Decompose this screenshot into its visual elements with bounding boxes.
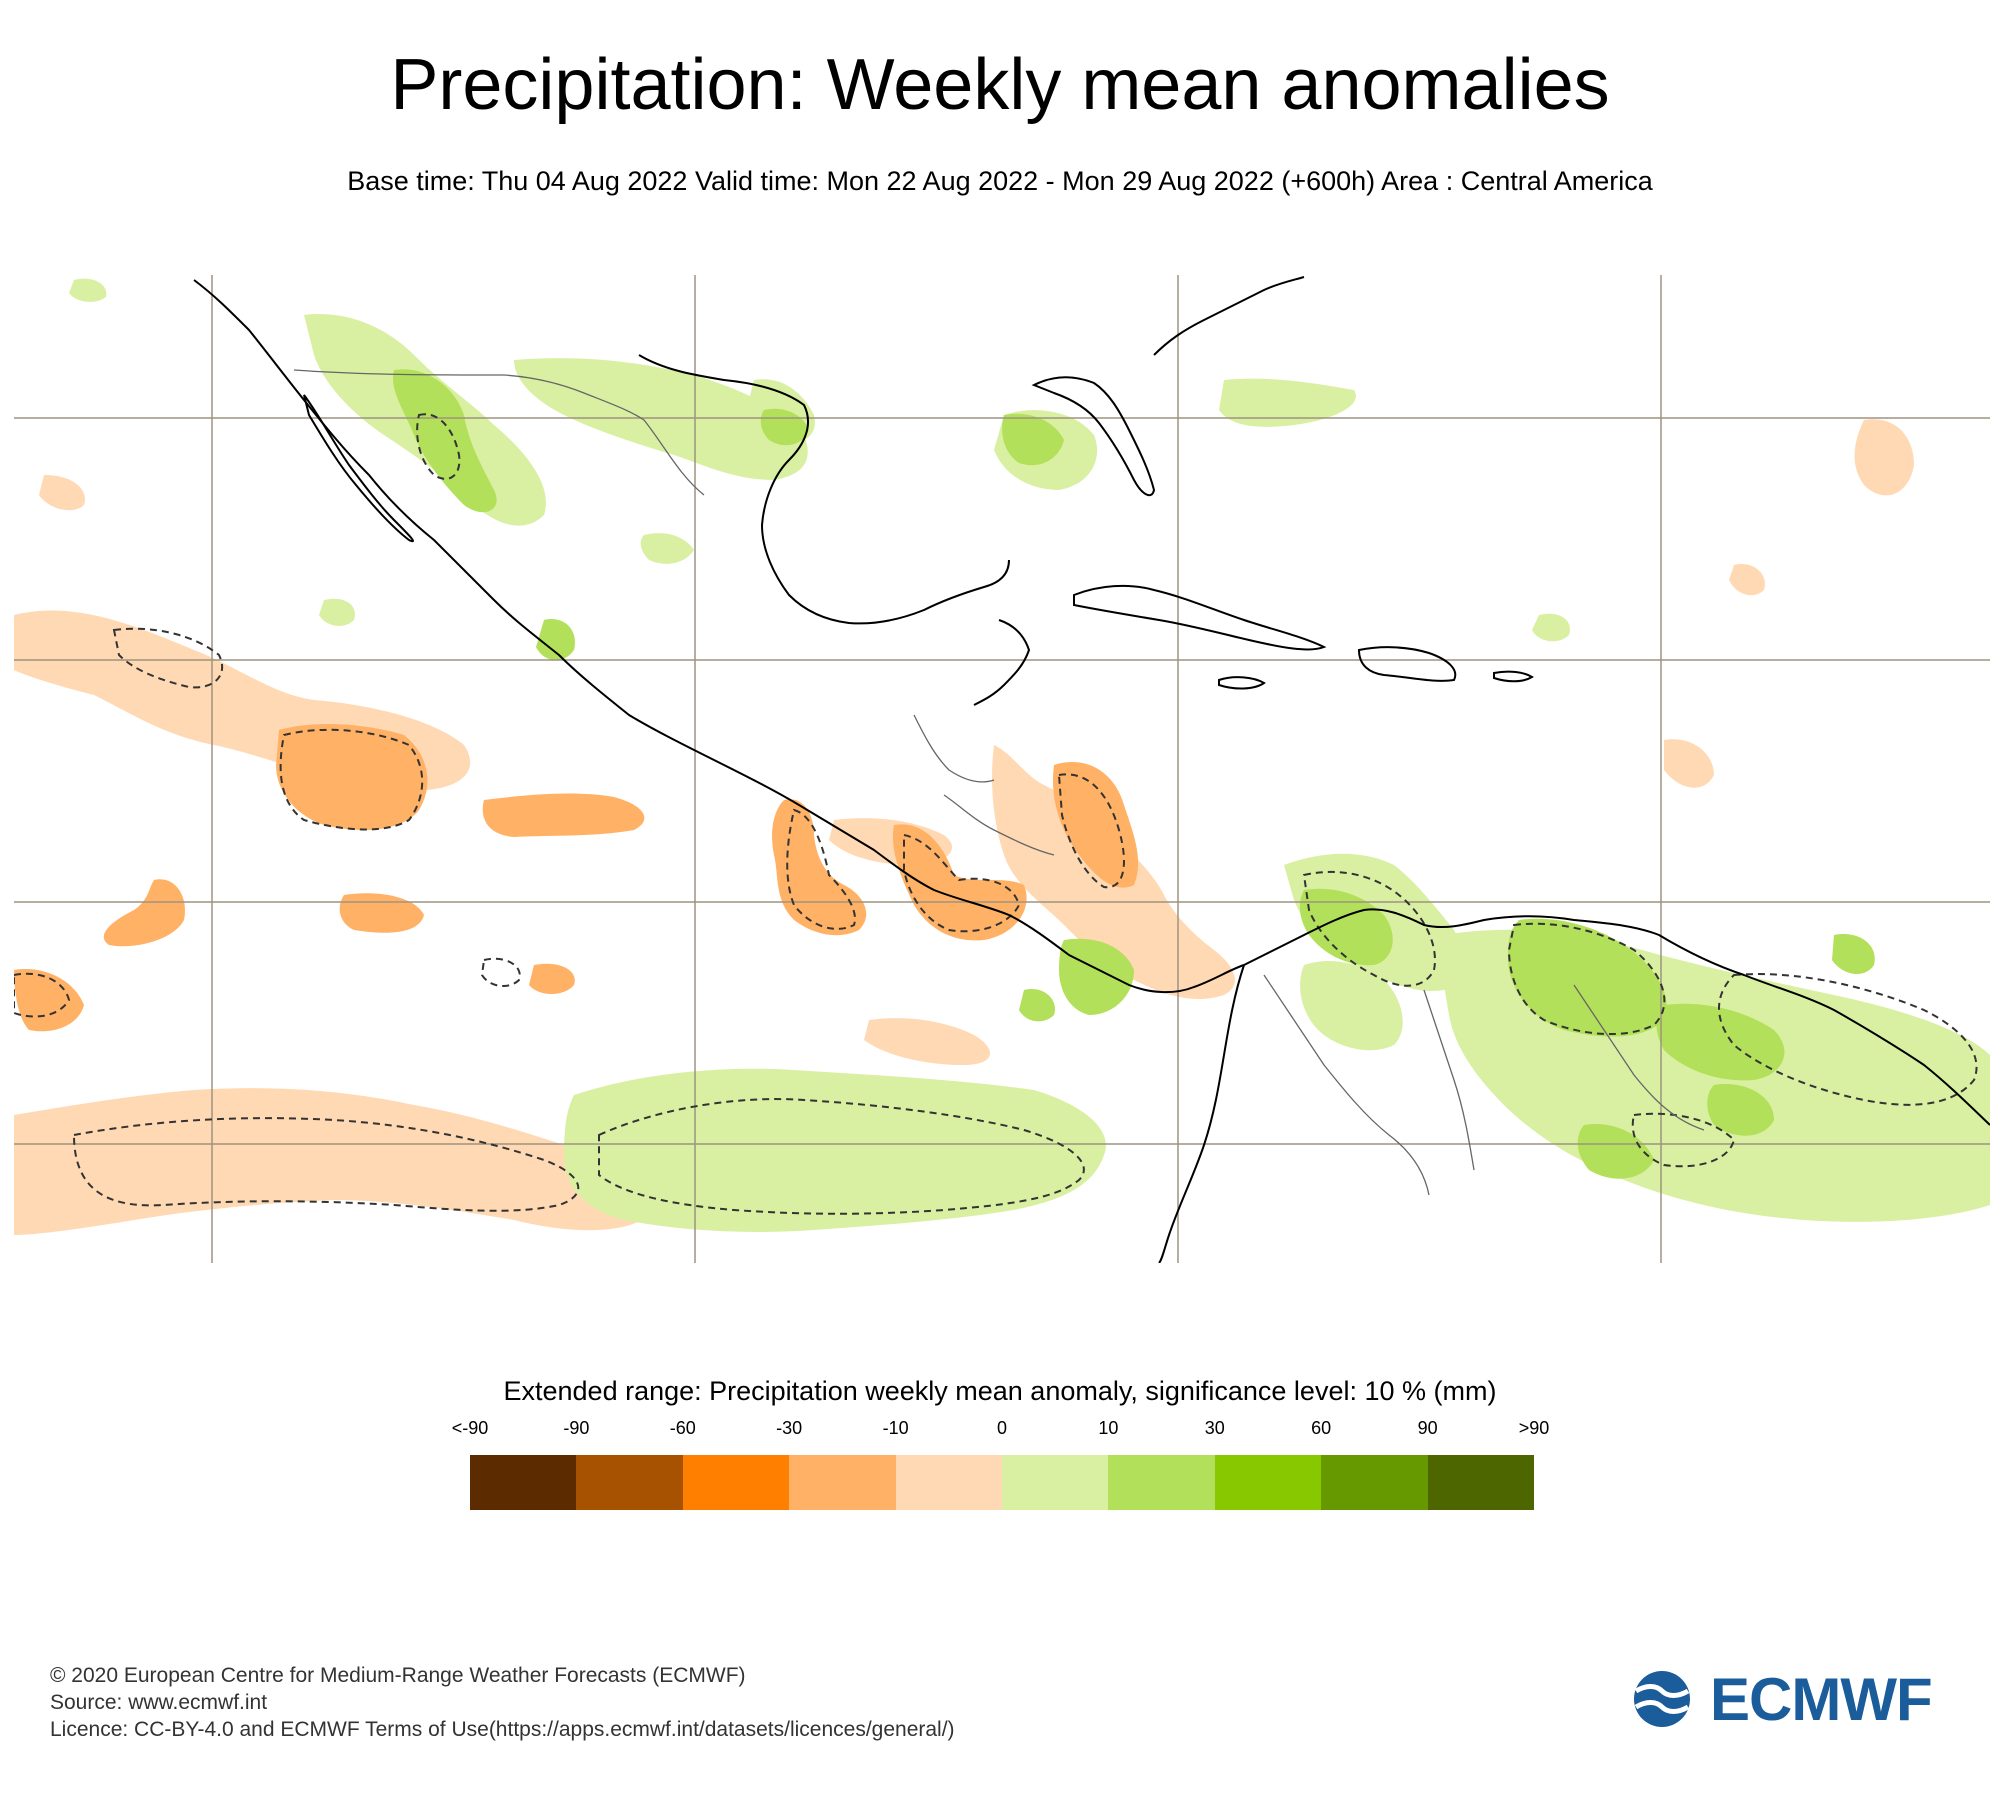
colorbar-swatch [470,1455,577,1510]
colorbar-tick: 30 [1204,1418,1225,1438]
source-text: Source: www.ecmwf.int [50,1691,268,1714]
colorbar-tick: 90 [1417,1418,1438,1438]
colorbar-tick: -10 [882,1418,909,1438]
logo-text: ECMWF [1710,1665,1933,1733]
colorbar-tick: 0 [996,1418,1008,1438]
colorbar-swatch [1214,1455,1322,1510]
ecmwf-logo: ECMWF [1622,1665,1957,1733]
dry-anomaly-medium-areas [14,723,1139,1032]
colorbar-tick: 10 [1098,1418,1119,1438]
colorbar-tick: <-90 [451,1418,489,1438]
footer: © 2020 European Centre for Medium-Range … [50,1662,955,1743]
dry-anomaly-light-areas [14,419,1914,1235]
page-title: Precipitation: Weekly mean anomalies [390,45,1610,125]
colorbar [470,1455,1535,1510]
licence-text: Licence: CC-BY-4.0 and ECMWF Terms of Us… [50,1718,955,1741]
colorbar-swatch [576,1455,683,1510]
wet-anomaly-medium-areas [393,369,1875,1179]
colorbar-tick: -90 [563,1418,590,1438]
colorbar-swatch [682,1455,790,1510]
colorbar-swatch [1002,1455,1109,1510]
significance-contours [14,413,1978,1215]
map-subtitle: Base time: Thu 04 Aug 2022 Valid time: M… [347,166,1653,196]
colorbar-tick: >90 [1518,1418,1550,1438]
colorbar-ticks: <-90 -90 -60 -30 -10 0 10 30 60 90 >90 [452,1418,1550,1444]
copyright-text: © 2020 European Centre for Medium-Range … [50,1664,746,1687]
colorbar-swatch [895,1455,1003,1510]
colorbar-swatch [1321,1455,1428,1510]
colorbar-tick: -30 [776,1418,803,1438]
country-borders [293,369,1705,1196]
ecmwf-logo-icon [1634,1671,1690,1727]
colorbar-swatch [789,1455,896,1510]
legend-title: Extended range: Precipitation weekly mea… [503,1376,1497,1406]
graticule-lines [14,275,1990,1263]
colorbar-tick: -60 [669,1418,696,1438]
colorbar-swatch [1427,1455,1535,1510]
coastlines [193,276,1990,1263]
colorbar-tick: 60 [1311,1418,1332,1438]
precipitation-anomaly-map [14,275,1990,1263]
colorbar-swatch [1108,1455,1215,1510]
